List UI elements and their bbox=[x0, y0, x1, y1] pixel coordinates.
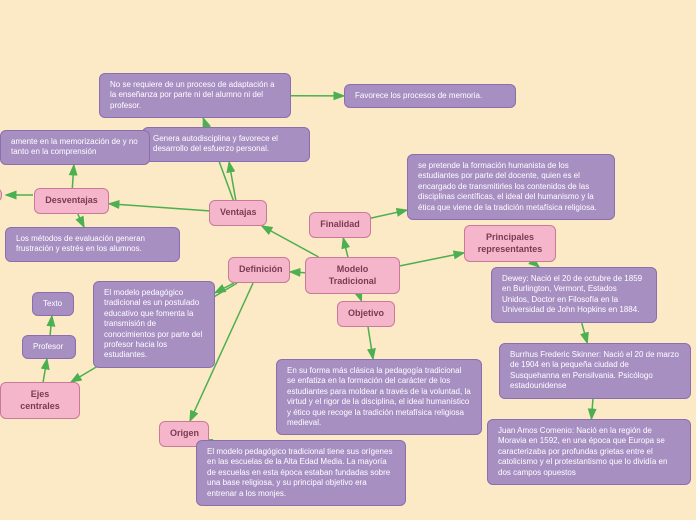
edge bbox=[582, 323, 588, 343]
node-stub bbox=[0, 188, 2, 202]
node-no_requiere: No se requiere de un proceso de adaptaci… bbox=[99, 73, 291, 118]
edge bbox=[290, 272, 305, 273]
node-autodisc: Genera autodisciplina y favorece el desa… bbox=[142, 127, 310, 162]
node-finalidad_text: se pretende la formación humanista de lo… bbox=[407, 154, 615, 220]
edge bbox=[368, 327, 373, 359]
node-center: Modelo Tradicional bbox=[305, 257, 400, 294]
node-memoriz: amente en la memorización de y no tanto … bbox=[0, 130, 150, 165]
node-ventajas: Ventajas bbox=[209, 200, 267, 226]
node-def_text: El modelo pedagógico tradicional es un p… bbox=[93, 281, 215, 368]
edge bbox=[400, 253, 464, 266]
edge bbox=[78, 214, 84, 227]
edge bbox=[359, 294, 361, 301]
edge bbox=[215, 283, 234, 293]
edge bbox=[109, 204, 209, 211]
edge bbox=[43, 359, 47, 382]
node-origen_text: El modelo pedagógico tradicional tiene s… bbox=[196, 440, 406, 506]
node-desventajas: Desventajas bbox=[34, 188, 109, 214]
node-metodos: Los métodos de evaluación generan frustr… bbox=[5, 227, 180, 262]
node-profesor: Profesor bbox=[22, 335, 76, 359]
node-definicion: Definición bbox=[228, 257, 290, 283]
edge bbox=[229, 162, 236, 200]
edge bbox=[50, 316, 52, 335]
node-objetivo_text: En su forma más clásica la pedagogía tra… bbox=[276, 359, 482, 435]
node-comenio: Juan Amos Comenio: Nació en la región de… bbox=[487, 419, 691, 485]
node-finalidad: Finalidad bbox=[309, 212, 371, 238]
node-ejes: Ejes centrales bbox=[0, 382, 80, 419]
node-principales: Principales representantes bbox=[464, 225, 556, 262]
edge bbox=[343, 238, 348, 257]
node-favorece: Favorece los procesos de memoria. bbox=[344, 84, 516, 108]
edge bbox=[371, 210, 407, 218]
edge bbox=[591, 399, 592, 419]
node-texto: Texto bbox=[32, 292, 74, 316]
node-objetivo: Objetivo bbox=[337, 301, 395, 327]
node-dewey: Dewey: Nació el 20 de octubre de 1859 en… bbox=[491, 267, 657, 323]
edge bbox=[72, 165, 74, 188]
node-skinner: Burrhus Frederic Skinner: Nació el 20 de… bbox=[499, 343, 691, 399]
